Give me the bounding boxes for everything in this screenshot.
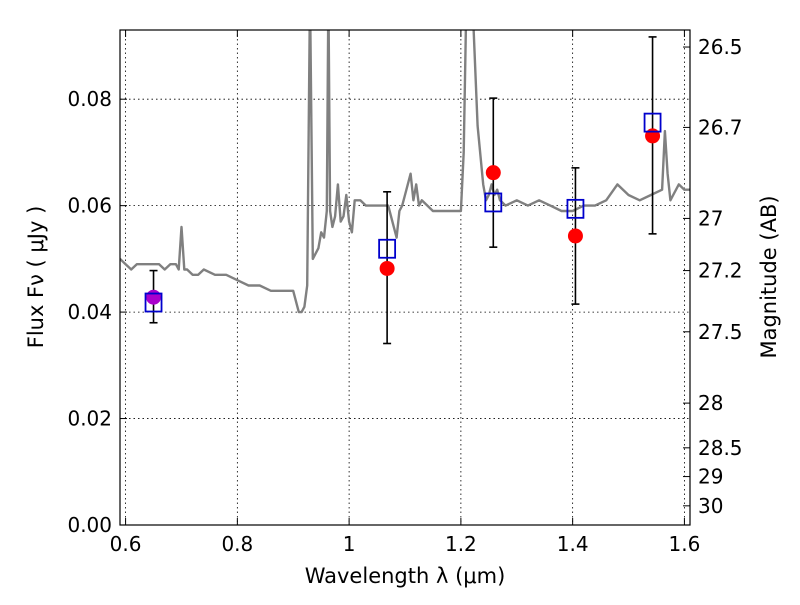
y2-tick-label: 27.2 xyxy=(698,259,743,283)
x-tick-label: 1.2 xyxy=(445,532,477,556)
y-tick-label: 0.04 xyxy=(67,300,112,324)
observed-point xyxy=(379,260,395,276)
model-point xyxy=(144,292,163,313)
model-point xyxy=(378,238,397,259)
y-tick-label: 0.02 xyxy=(67,407,112,431)
observed-point xyxy=(485,165,501,181)
model-point xyxy=(484,192,503,213)
model-point xyxy=(643,112,662,133)
y2-tick-label: 27.5 xyxy=(698,320,743,344)
y2-tick-label: 28 xyxy=(698,391,723,415)
observed-point xyxy=(146,289,162,305)
observed-point xyxy=(645,128,661,144)
model-point xyxy=(566,198,585,219)
y2-tick-label: 30 xyxy=(698,494,723,518)
x-axis-label: Wavelength λ (μm) xyxy=(305,564,506,588)
x-tick-label: 0.6 xyxy=(110,532,142,556)
y-tick-label: 0.06 xyxy=(67,194,112,218)
y-axis-label: Flux Fν ( μJy ) xyxy=(24,206,48,349)
observed-point xyxy=(567,228,583,244)
y2-axis-label: Magnitude (AB) xyxy=(757,195,781,358)
y2-tick-label: 28.5 xyxy=(698,436,743,460)
grid xyxy=(120,30,690,526)
y2-tick-label: 29 xyxy=(698,465,723,489)
x-tick-label: 1.4 xyxy=(557,532,589,556)
y2-tick-label: 27 xyxy=(698,206,723,230)
y-tick-label: 0.00 xyxy=(67,513,112,537)
spectrum-line xyxy=(120,30,690,314)
plot-frame xyxy=(119,29,691,526)
y2-tick-label: 26.7 xyxy=(698,115,743,139)
x-tick-label: 1.6 xyxy=(669,532,701,556)
y2-tick-label: 26.5 xyxy=(698,35,743,59)
y-tick-label: 0.08 xyxy=(67,87,112,111)
axes: 0.6 0.8 1 1.2 1.4 1.6 0.00 0.02 0.04 0.06 0.08 26.5… xyxy=(67,30,743,556)
x-tick-label: 1 xyxy=(343,532,356,556)
x-tick-label: 0.8 xyxy=(221,532,253,556)
data-layer xyxy=(120,30,690,345)
